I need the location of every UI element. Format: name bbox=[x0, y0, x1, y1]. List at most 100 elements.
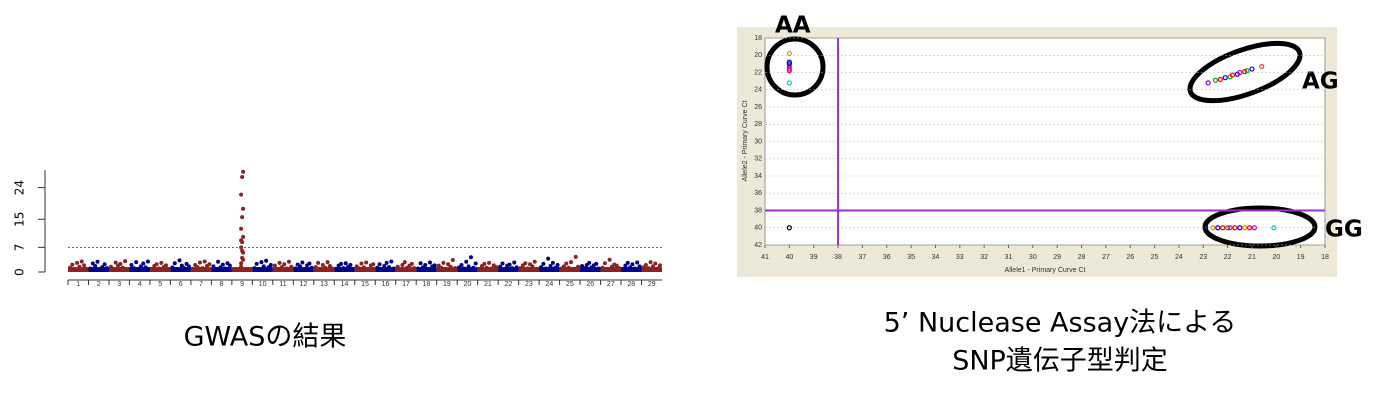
point bbox=[240, 248, 245, 253]
point bbox=[523, 261, 528, 266]
x-tick-label: 4 bbox=[138, 281, 142, 288]
y-tick-label: 26 bbox=[754, 104, 762, 111]
point bbox=[159, 260, 164, 265]
point bbox=[79, 259, 84, 264]
point bbox=[569, 260, 574, 265]
point bbox=[1251, 225, 1257, 231]
point bbox=[573, 254, 578, 259]
ellipse-ag bbox=[1187, 40, 1303, 104]
y-tick-label: 15 bbox=[13, 212, 27, 227]
point bbox=[1249, 66, 1255, 72]
point bbox=[473, 261, 478, 266]
point bbox=[450, 258, 455, 263]
x-tick-label: 29 bbox=[1053, 254, 1061, 261]
point bbox=[359, 261, 364, 266]
point bbox=[546, 256, 551, 261]
point bbox=[532, 259, 537, 264]
point bbox=[70, 262, 75, 267]
point bbox=[1225, 225, 1231, 231]
point bbox=[316, 260, 321, 265]
point bbox=[441, 260, 446, 265]
x-tick-label: 9 bbox=[240, 281, 244, 288]
y-tick-label: 28 bbox=[754, 121, 762, 128]
point-band bbox=[334, 267, 355, 272]
point bbox=[635, 260, 640, 265]
point bbox=[141, 261, 146, 266]
ellipse-gg bbox=[1202, 205, 1318, 249]
point-band bbox=[108, 267, 130, 272]
point bbox=[623, 263, 628, 268]
point bbox=[1227, 225, 1233, 231]
x-tick-label: 27 bbox=[607, 281, 615, 288]
point-band bbox=[272, 267, 294, 272]
point bbox=[427, 260, 432, 265]
point bbox=[300, 260, 305, 265]
point bbox=[240, 215, 245, 220]
x-tick-label: 26 bbox=[1126, 254, 1134, 261]
point bbox=[1220, 225, 1226, 231]
point-band bbox=[88, 267, 109, 272]
point bbox=[254, 261, 259, 266]
point bbox=[555, 262, 560, 267]
point bbox=[1215, 225, 1221, 231]
y-tick-label: 24 bbox=[754, 87, 762, 94]
point bbox=[371, 262, 376, 267]
point bbox=[348, 262, 353, 267]
point bbox=[134, 260, 139, 265]
point bbox=[541, 261, 546, 266]
point bbox=[648, 260, 653, 265]
point bbox=[129, 262, 134, 267]
point bbox=[464, 259, 469, 264]
x-tick-label: 37 bbox=[858, 254, 866, 261]
x-tick-label: 27 bbox=[1102, 254, 1110, 261]
point bbox=[239, 245, 244, 250]
x-tick-label: 22 bbox=[1224, 254, 1232, 261]
x-tick-label: 18 bbox=[1321, 254, 1329, 261]
point bbox=[512, 260, 517, 265]
point-band bbox=[498, 267, 519, 272]
x-tick-label: 11 bbox=[279, 281, 286, 288]
point bbox=[1229, 72, 1236, 78]
x-axis-label: Allele1 - Primary Curve Ct bbox=[1005, 267, 1086, 274]
point-band bbox=[313, 267, 335, 272]
caption: GWASの結果 bbox=[184, 322, 347, 353]
x-tick-label: 38 bbox=[834, 254, 842, 261]
x-tick-label: 17 bbox=[402, 281, 410, 288]
x-tick-label: 28 bbox=[627, 281, 635, 288]
point bbox=[1212, 77, 1219, 83]
point-band bbox=[621, 267, 642, 272]
point bbox=[95, 259, 100, 264]
x-tick-label: 34 bbox=[932, 254, 940, 261]
point bbox=[550, 260, 555, 265]
point-band bbox=[457, 267, 478, 272]
point bbox=[487, 260, 492, 265]
point bbox=[164, 263, 169, 268]
point-band bbox=[477, 267, 499, 272]
point bbox=[548, 264, 553, 269]
point-band bbox=[129, 267, 150, 272]
x-tick-label: 29 bbox=[648, 281, 656, 288]
point bbox=[602, 261, 607, 266]
point bbox=[402, 260, 407, 265]
point bbox=[325, 260, 330, 265]
x-tick-label: 20 bbox=[464, 281, 472, 288]
x-tick-label: 35 bbox=[907, 254, 915, 261]
point bbox=[384, 260, 389, 265]
point-band bbox=[641, 267, 662, 272]
annotation-aa: AA bbox=[775, 13, 811, 39]
y-tick-label: 30 bbox=[754, 138, 762, 145]
point-band bbox=[395, 267, 417, 272]
point-band bbox=[190, 267, 212, 272]
y-tick-label: 18 bbox=[754, 35, 762, 42]
x-tick-label: 21 bbox=[1248, 254, 1256, 261]
x-tick-label: 19 bbox=[1297, 254, 1305, 261]
point bbox=[239, 238, 244, 243]
point-band bbox=[293, 267, 314, 272]
point-band bbox=[375, 267, 396, 272]
x-tick-label: 40 bbox=[785, 254, 793, 261]
point bbox=[343, 261, 348, 266]
point bbox=[1242, 225, 1248, 231]
point bbox=[377, 262, 382, 267]
point bbox=[1222, 75, 1228, 81]
point bbox=[409, 261, 414, 266]
